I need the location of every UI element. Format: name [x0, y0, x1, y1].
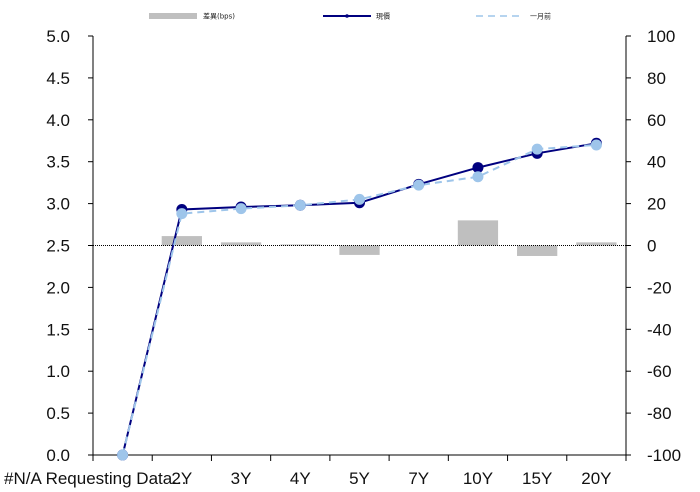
- bar: [517, 245, 558, 256]
- right-tick-label: -40: [647, 320, 672, 339]
- x-tick-label: 7Y: [408, 469, 429, 488]
- bar: [220, 242, 262, 246]
- x-tick-label: 4Y: [290, 469, 311, 488]
- x-tick-label: 10Y: [463, 469, 493, 488]
- tick-labels: 0.0 0.5 1.0 1.5 2.0 2.5 3.0 3.5 4.0 4.5 5.0 -100 -80…: [4, 27, 681, 488]
- bar: [280, 244, 321, 246]
- right-tick-label: -100: [647, 446, 681, 465]
- point-month-ago: [294, 199, 306, 211]
- right-tick-label: -20: [647, 278, 672, 297]
- legend-swatch-bar: [149, 13, 197, 19]
- left-tick-label: 5.0: [46, 27, 70, 46]
- left-tick-label: 1.0: [46, 362, 70, 381]
- point-month-ago: [176, 208, 188, 220]
- bar-series-diff: [161, 220, 617, 256]
- x-tick-label: #N/A Requesting Data...: [4, 469, 186, 488]
- point-month-ago: [235, 203, 247, 215]
- bar: [457, 220, 499, 246]
- left-tick-label: 2.5: [46, 237, 70, 256]
- point-month-ago: [531, 143, 543, 155]
- bar: [161, 236, 202, 246]
- axes: [88, 35, 631, 461]
- point-month-ago: [590, 139, 602, 151]
- x-tick-label: 3Y: [231, 469, 252, 488]
- legend-label-month-ago: 一月前: [530, 12, 551, 21]
- left-tick-label: 0.0: [46, 446, 70, 465]
- left-tick-label: 2.0: [46, 278, 70, 297]
- legend-label-bar: 差異(bps): [203, 12, 235, 21]
- point-month-ago: [354, 193, 365, 205]
- line-series: [117, 137, 602, 461]
- left-tick-label: 4.5: [46, 69, 70, 88]
- point-month-ago: [117, 449, 129, 461]
- x-tick-label: 15Y: [522, 469, 552, 488]
- x-tick-label: 20Y: [581, 469, 611, 488]
- series-line-month-ago: [121, 143, 597, 456]
- point-month-ago: [413, 179, 425, 191]
- right-tick-label: 80: [647, 69, 666, 88]
- x-tick-label: 5Y: [349, 469, 370, 488]
- left-tick-label: 3.0: [46, 195, 70, 214]
- series-line-current: [121, 142, 597, 456]
- x-tick-label: 2Y: [171, 469, 192, 488]
- legend-label-current: 現價: [376, 12, 390, 21]
- point-month-ago: [472, 171, 484, 183]
- right-tick-label: -60: [647, 362, 672, 381]
- bar: [576, 242, 617, 246]
- right-tick-label: -80: [647, 404, 672, 423]
- legend-marker-current: [345, 14, 349, 18]
- bar: [339, 245, 380, 255]
- right-tick-label: 0: [647, 237, 656, 256]
- left-tick-label: 1.5: [46, 320, 70, 339]
- left-tick-label: 4.0: [46, 111, 70, 130]
- right-tick-label: 60: [647, 111, 666, 130]
- point-current: [472, 162, 484, 174]
- left-tick-label: 0.5: [46, 404, 70, 423]
- left-tick-label: 3.5: [46, 153, 70, 172]
- right-tick-label: 40: [647, 153, 666, 172]
- legend: 差異(bps) 現價 一月前: [149, 12, 551, 21]
- right-tick-label: 100: [647, 27, 675, 46]
- right-tick-label: 20: [647, 195, 666, 214]
